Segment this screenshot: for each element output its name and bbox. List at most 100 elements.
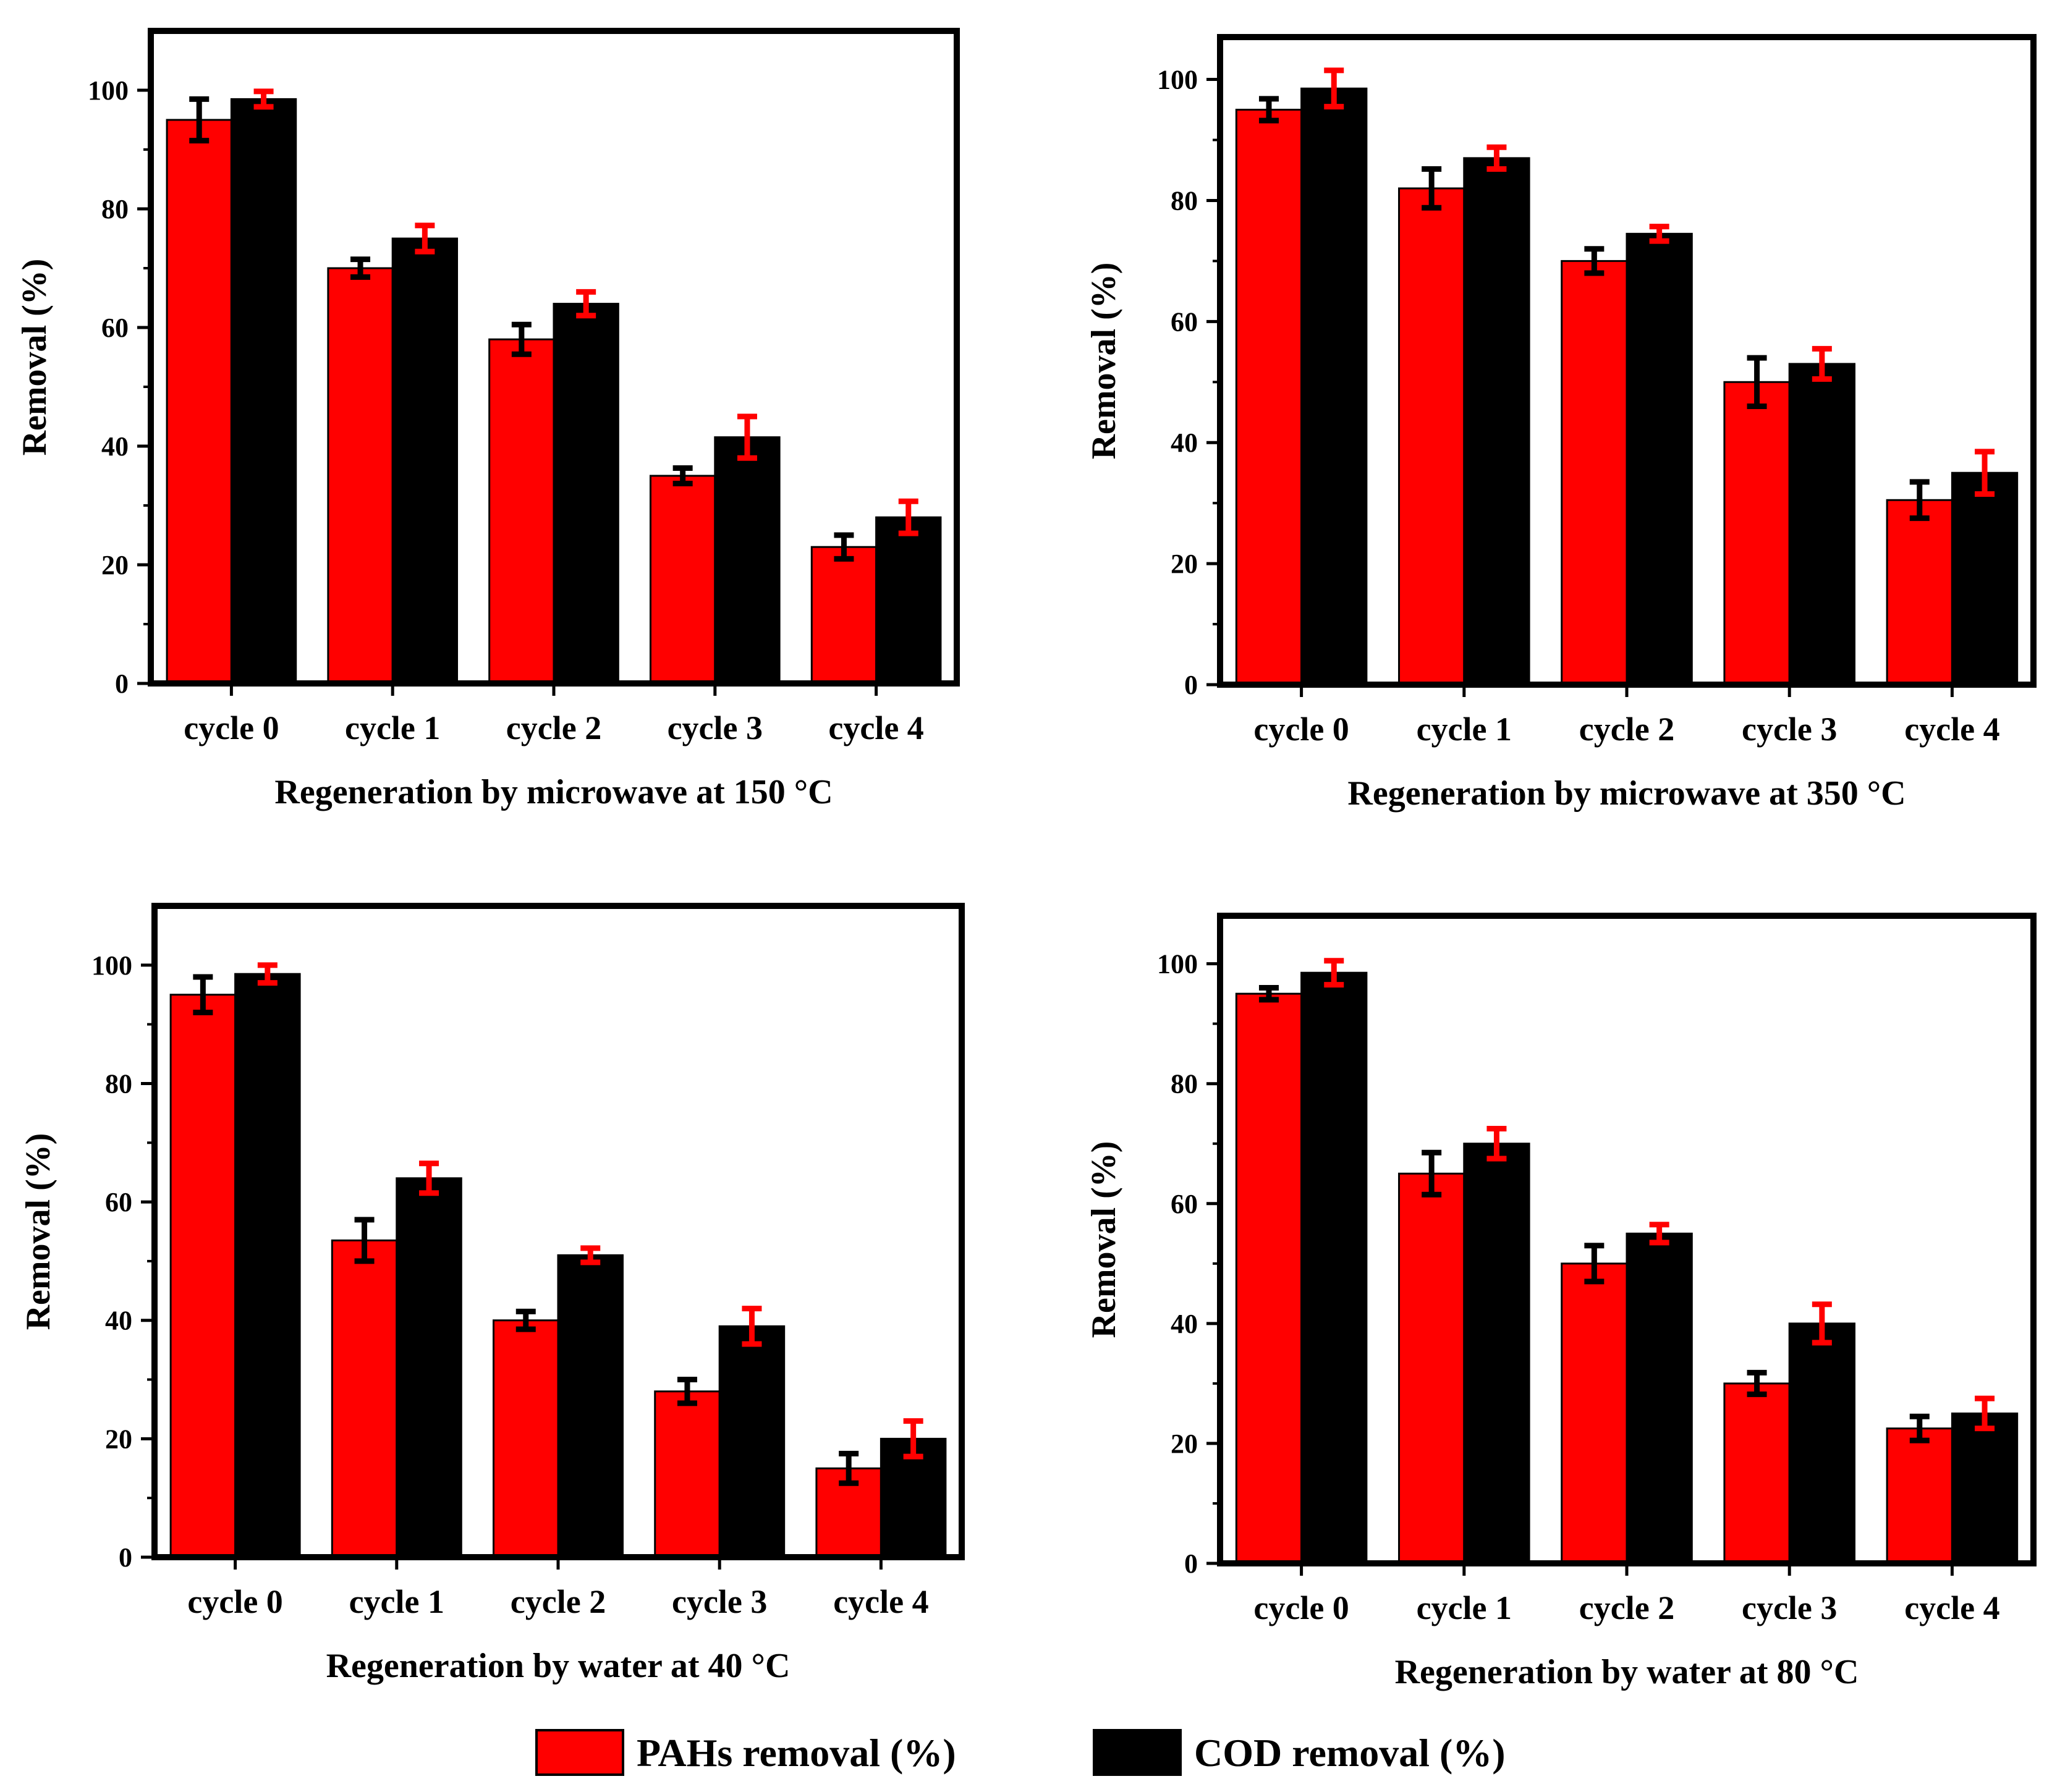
error-bar-cod-cycle-3: [742, 1306, 762, 1347]
error-bar-pahs-cycle-0: [1258, 96, 1279, 124]
x-tick-label: cycle 1: [1417, 711, 1512, 748]
plot-frame: [148, 28, 960, 687]
x-tick-label: cycle 0: [1253, 1589, 1349, 1626]
x-tick-label: cycle 4: [833, 1583, 928, 1620]
error-bar-pahs-cycle-2: [515, 1308, 536, 1332]
legend-swatch-cod: [1093, 1729, 1182, 1776]
x-tick-label: cycle 3: [672, 1583, 767, 1620]
bar-pahs-cycle-4: [1886, 499, 1953, 686]
bar-pahs-cycle-3: [654, 1390, 721, 1558]
error-bar-cod-cycle-2: [1649, 1222, 1669, 1246]
error-bar-cod-cycle-1: [1486, 1125, 1507, 1162]
error-bar-cod-cycle-4: [903, 1418, 923, 1460]
y-tick-label: 100: [1157, 65, 1198, 95]
x-tick-label: cycle 2: [1579, 711, 1674, 748]
error-bar-pahs-cycle-1: [354, 1217, 375, 1264]
y-tick-label: 80: [1171, 185, 1198, 216]
y-tick-label: 100: [88, 75, 129, 106]
chart-panel-1: cycle 0 cycle 1 cycle 2 cycle 3 cycle 4 0 20 40…: [15, 28, 960, 811]
error-bar-pahs-cycle-4: [1909, 1413, 1930, 1443]
error-bar-cod-cycle-1: [415, 222, 435, 255]
error-bar-pahs-cycle-3: [677, 1377, 697, 1406]
x-tick-label: cycle 4: [1904, 711, 1999, 748]
y-axis-title: Removal (%): [15, 259, 54, 456]
error-bar-pahs-cycle-3: [1747, 1369, 1767, 1397]
bar-cod-cycle-4: [1951, 471, 2019, 686]
error-bar-pahs-cycle-2: [511, 321, 532, 357]
x-tick-label: cycle 3: [1742, 711, 1837, 748]
bar-cod-cycle-2: [1626, 1232, 1693, 1565]
y-tick-label: 0: [119, 1542, 132, 1573]
y-tick-label: 40: [105, 1306, 132, 1336]
error-bar-cod-cycle-2: [1649, 224, 1669, 244]
error-bar-cod-cycle-0: [1324, 67, 1344, 110]
error-bar-cod-cycle-1: [1486, 144, 1507, 172]
y-tick-label: 0: [1184, 1549, 1198, 1579]
y-tick-label: 40: [101, 431, 129, 462]
x-tick-label: cycle 1: [1417, 1589, 1512, 1626]
error-bar-pahs-cycle-0: [1258, 984, 1279, 1003]
legend: PAHs removal (%) COD removal (%): [535, 1729, 1506, 1776]
chart-panel-3: cycle 0 cycle 1 cycle 2 cycle 3 cycle 4 0 20 40…: [19, 903, 965, 1685]
y-tick-label: 60: [101, 313, 129, 343]
bar-pahs-cycle-0: [1235, 992, 1303, 1565]
x-axis-title: Regeneration by water at 80 °C: [1395, 1653, 1859, 1691]
error-bar-cod-cycle-0: [1324, 958, 1344, 988]
x-tick-label: cycle 2: [506, 709, 601, 746]
y-tick-label: 40: [1171, 428, 1198, 458]
bar-cod-cycle-0: [234, 973, 301, 1558]
legend-item-cod[interactable]: COD removal (%): [1093, 1729, 1506, 1776]
error-bar-pahs-cycle-4: [1909, 479, 1930, 522]
y-tick-label: 80: [101, 194, 129, 224]
chart-panel-2: cycle 0 cycle 1 cycle 2 cycle 3 cycle 4 0 20 40…: [1085, 34, 2037, 813]
y-tick-label: 20: [1171, 549, 1198, 579]
legend-label-pahs: PAHs removal (%): [637, 1731, 956, 1775]
bar-pahs-cycle-4: [810, 546, 878, 685]
bar-cod-cycle-0: [230, 98, 297, 685]
x-tick-label: cycle 0: [184, 709, 279, 746]
error-bar-cod-cycle-3: [737, 413, 757, 461]
y-tick-label: 40: [1171, 1309, 1198, 1339]
bar-cod-cycle-0: [1300, 87, 1368, 686]
error-bar-pahs-cycle-1: [1422, 166, 1442, 211]
bar-cod-cycle-4: [1951, 1412, 2019, 1565]
bar-cod-cycle-3: [714, 436, 781, 685]
bar-cod-cycle-1: [391, 237, 459, 685]
error-bar-pahs-cycle-2: [1584, 1243, 1605, 1285]
error-bar-pahs-cycle-4: [839, 1450, 859, 1486]
x-tick-label: cycle 4: [828, 709, 923, 746]
error-bar-cod-cycle-4: [1975, 449, 1995, 497]
bar-pahs-cycle-2: [1561, 1262, 1628, 1565]
x-tick-label: cycle 1: [349, 1583, 444, 1620]
error-bar-cod-cycle-0: [253, 88, 274, 110]
x-tick-label: cycle 3: [1742, 1589, 1837, 1626]
error-bar-pahs-cycle-2: [1584, 246, 1605, 276]
x-axis-title: Regeneration by microwave at 350 °C: [1347, 774, 1906, 813]
x-tick-label: cycle 2: [511, 1583, 606, 1620]
error-bar-cod-cycle-2: [576, 289, 596, 319]
bar-cod-cycle-2: [553, 303, 619, 685]
bar-cod-cycle-3: [1788, 1322, 1855, 1565]
error-bar-cod-cycle-3: [1812, 1301, 1832, 1346]
legend-swatch-pahs: [535, 1729, 624, 1776]
x-axis-title: Regeneration by water at 40 °C: [326, 1647, 791, 1685]
y-tick-label: 20: [105, 1424, 132, 1454]
y-tick-label: 0: [115, 669, 129, 699]
error-bar-pahs-cycle-3: [672, 465, 693, 486]
bar-pahs-cycle-2: [488, 338, 555, 685]
error-bar-pahs-cycle-0: [189, 96, 210, 144]
bar-pahs-cycle-3: [1723, 1382, 1791, 1565]
x-tick-label: cycle 1: [345, 709, 440, 746]
y-tick-label: 60: [105, 1187, 132, 1217]
bar-pahs-cycle-1: [1398, 187, 1465, 686]
x-axis-title: Regeneration by microwave at 150 °C: [274, 773, 833, 811]
y-tick-label: 100: [91, 950, 132, 981]
bar-pahs-cycle-3: [649, 475, 716, 685]
bar-pahs-cycle-2: [1561, 260, 1628, 686]
bar-pahs-cycle-4: [1886, 1427, 1953, 1565]
error-bar-cod-cycle-4: [1975, 1395, 1995, 1432]
y-tick-label: 60: [1171, 1189, 1198, 1219]
legend-item-pahs[interactable]: PAHs removal (%): [535, 1729, 956, 1776]
bar-pahs-cycle-1: [1398, 1172, 1465, 1565]
